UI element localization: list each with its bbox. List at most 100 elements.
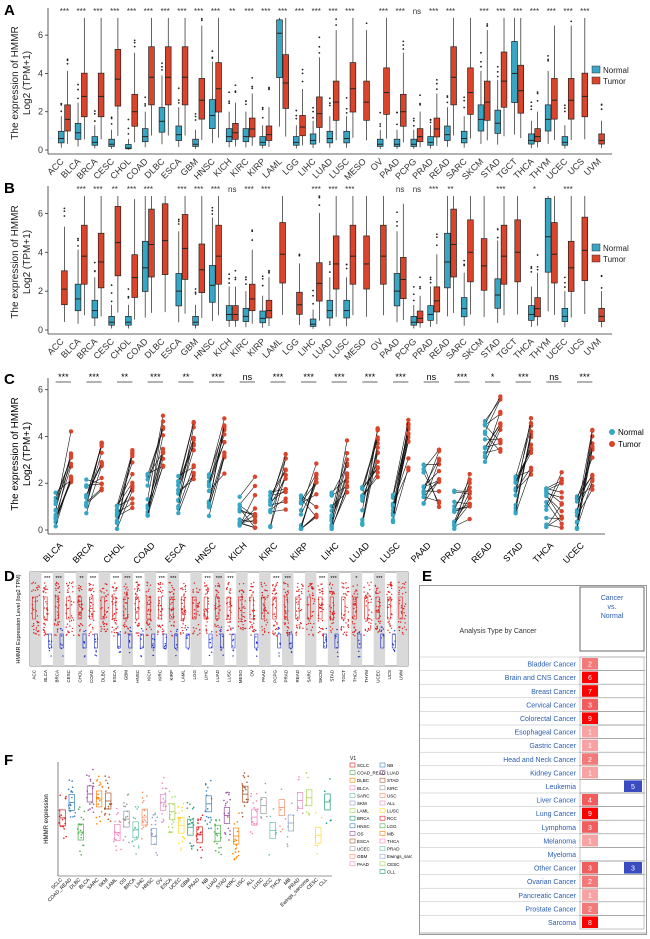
tumor-point (390, 587, 393, 589)
tumor-point (115, 619, 118, 622)
cell-line-point (280, 788, 283, 791)
normal-outlier (228, 100, 231, 103)
normal-point (162, 630, 165, 632)
normal-point (222, 654, 224, 656)
tumor-point (122, 624, 125, 627)
tumor-point (404, 581, 407, 584)
legend-label: ESCA (357, 839, 369, 844)
tumor-point (217, 591, 220, 594)
legend-label: SKM (357, 801, 367, 806)
tumor-point (266, 589, 268, 592)
tumor-point (204, 582, 206, 584)
x-tick-label: KICH (211, 336, 233, 358)
x-tick-label: BLCA (41, 540, 65, 564)
significance-label: *** (496, 7, 505, 16)
tumor-point (180, 619, 182, 622)
cell-line-point (245, 798, 248, 801)
tumor-outlier (435, 244, 438, 247)
tumor-point (170, 603, 172, 605)
tumor-point (88, 588, 91, 590)
significance-label: *** (446, 7, 455, 16)
normal-point (94, 638, 96, 641)
tumor-point (68, 461, 74, 467)
x-tick-label: LAML (181, 670, 186, 682)
normal-point (118, 645, 120, 648)
significance-label: *** (457, 372, 468, 382)
normal-outlier (345, 267, 348, 270)
normal-box (277, 633, 282, 649)
normal-point (393, 650, 396, 652)
pair-line (239, 485, 256, 505)
tumor-point (229, 633, 231, 635)
tumor-outlier (435, 233, 438, 236)
tumor-point (58, 587, 60, 589)
up-cell (582, 753, 598, 765)
tumor-point (171, 634, 173, 636)
normal-point (337, 655, 339, 658)
tumor-point (296, 626, 298, 628)
tumor-point (135, 632, 137, 634)
cell-line-point (179, 849, 182, 852)
x-tick-label: LGG (192, 670, 197, 680)
tumor-point (390, 585, 392, 587)
tumor-point (115, 627, 118, 629)
tumor-point (219, 609, 221, 611)
y-axis-label-unit: Log2 (TPM+1) (22, 51, 33, 115)
tumor-box (215, 62, 222, 113)
tumor-point (42, 628, 45, 631)
tumor-point (403, 617, 406, 620)
tumor-point (58, 591, 61, 594)
normal-point (119, 651, 122, 653)
legend-label: OS (357, 831, 364, 836)
normal-outlier (563, 276, 566, 279)
tumor-point (100, 625, 102, 628)
pair-line (239, 519, 256, 524)
normal-box (225, 128, 233, 143)
tumor-point (70, 619, 73, 622)
tumor-point (312, 597, 314, 600)
pair-line (454, 490, 470, 492)
tumor-point (353, 615, 356, 617)
x-tick-label: PAAD (187, 877, 201, 891)
tumor-point (171, 609, 173, 611)
normal-outlier (463, 106, 466, 109)
tumor-point (217, 585, 219, 587)
tumor-point (168, 582, 170, 584)
tumor-point (101, 628, 103, 630)
tumor-point (312, 633, 314, 636)
tumor-point (300, 598, 302, 600)
tumor-point (92, 584, 94, 586)
cell-line-point (63, 837, 65, 839)
pair-line (147, 465, 164, 475)
tumor-point (251, 594, 253, 596)
tumor-point (375, 465, 380, 470)
cell-line-point (71, 791, 74, 793)
tumor-point (264, 630, 266, 632)
tumor-point (184, 584, 187, 587)
tumor-outlier (66, 62, 69, 65)
cell-line-point (234, 838, 236, 840)
tumor-point (274, 615, 276, 618)
tumor-point (436, 500, 442, 506)
cell-line-point (107, 805, 110, 808)
pair-line (546, 495, 562, 519)
cell-line-point (178, 811, 180, 814)
tumor-point (314, 504, 319, 510)
cell-line-point (115, 845, 117, 847)
normal-outlier (161, 65, 163, 68)
tumor-point (237, 625, 240, 628)
cell-line-point (314, 844, 316, 846)
significance-label: *** (303, 372, 314, 382)
tumor-point (274, 632, 276, 634)
tumor-point (375, 427, 380, 433)
normal-point (220, 626, 223, 628)
normal-outlier (177, 220, 180, 223)
tumor-point (115, 590, 117, 592)
tumor-point (398, 626, 400, 628)
tumor-point (68, 477, 74, 482)
cell-line-point (72, 816, 74, 818)
up-cell-count: 1 (588, 730, 592, 737)
tumor-point (58, 585, 61, 588)
normal-point (452, 522, 457, 528)
tumor-point (205, 589, 207, 591)
